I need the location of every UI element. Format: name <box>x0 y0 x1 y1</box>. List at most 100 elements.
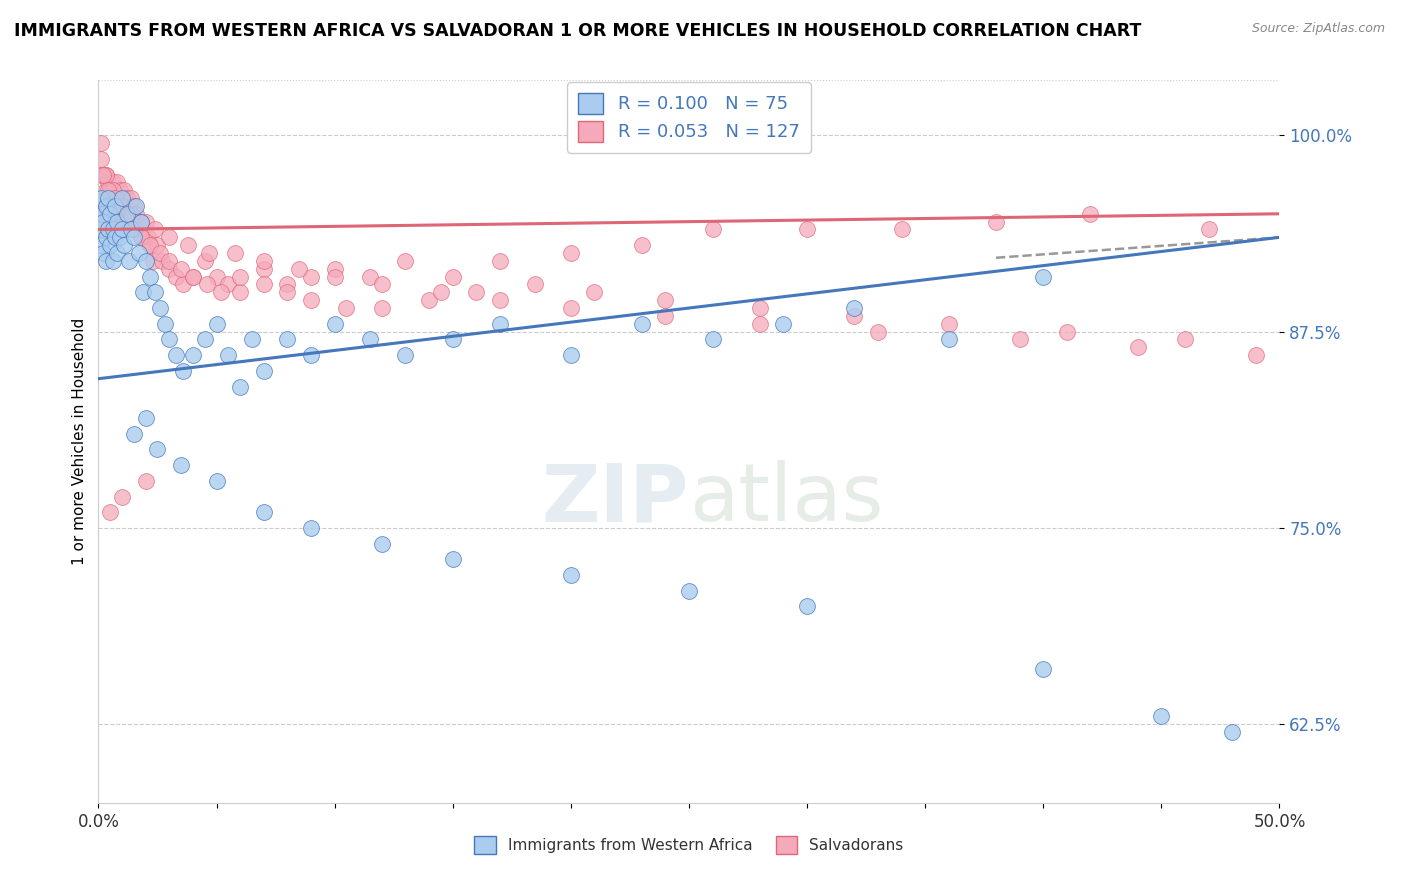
Point <box>441 269 464 284</box>
Point <box>111 207 134 221</box>
Point <box>205 474 228 488</box>
Point <box>105 246 128 260</box>
Point <box>112 199 135 213</box>
Point <box>90 222 112 236</box>
Point <box>121 222 143 236</box>
Point <box>371 301 394 315</box>
Point <box>112 238 135 252</box>
Point <box>938 317 960 331</box>
Point <box>288 261 311 276</box>
Point <box>149 246 172 260</box>
Point <box>323 261 346 276</box>
Point <box>1150 709 1173 723</box>
Point <box>94 183 117 197</box>
Point <box>224 246 246 260</box>
Point <box>98 214 121 228</box>
Point <box>135 411 157 425</box>
Point <box>115 214 138 228</box>
Point <box>118 214 141 228</box>
Point <box>253 364 276 378</box>
Point <box>94 199 117 213</box>
Point <box>139 238 162 252</box>
Point <box>90 238 112 252</box>
Point <box>229 285 252 300</box>
Point <box>748 317 770 331</box>
Point <box>229 269 252 284</box>
Point <box>299 348 322 362</box>
Point <box>276 277 298 292</box>
Point <box>177 238 200 252</box>
Point <box>1008 333 1031 347</box>
Point <box>181 269 204 284</box>
Point <box>630 238 652 252</box>
Text: atlas: atlas <box>689 460 883 539</box>
Point <box>108 230 131 244</box>
Point <box>165 348 187 362</box>
Point <box>157 253 180 268</box>
Point <box>90 191 112 205</box>
Point <box>276 285 298 300</box>
Point <box>118 199 141 213</box>
Point <box>97 222 120 236</box>
Point <box>630 317 652 331</box>
Point <box>678 583 700 598</box>
Point <box>323 317 346 331</box>
Point <box>129 214 152 228</box>
Point <box>135 214 157 228</box>
Point <box>583 285 606 300</box>
Point <box>170 261 193 276</box>
Point <box>101 175 124 189</box>
Point <box>122 230 145 244</box>
Point <box>101 222 124 236</box>
Point <box>560 301 582 315</box>
Point <box>253 261 276 276</box>
Point <box>111 490 134 504</box>
Point <box>149 301 172 315</box>
Point <box>217 277 239 292</box>
Point <box>194 333 217 347</box>
Point <box>129 230 152 244</box>
Point <box>91 191 114 205</box>
Point <box>122 214 145 228</box>
Point <box>240 333 263 347</box>
Text: ZIP: ZIP <box>541 460 689 539</box>
Point <box>94 168 117 182</box>
Point <box>112 183 135 197</box>
Point <box>97 222 120 236</box>
Point <box>253 277 276 292</box>
Point <box>748 301 770 315</box>
Point <box>101 183 124 197</box>
Point <box>111 199 134 213</box>
Point <box>441 552 464 566</box>
Point <box>394 253 416 268</box>
Point <box>217 348 239 362</box>
Point <box>143 285 166 300</box>
Point <box>489 317 512 331</box>
Point <box>984 214 1007 228</box>
Point <box>97 207 120 221</box>
Point <box>97 183 120 197</box>
Point <box>170 458 193 472</box>
Point <box>146 238 169 252</box>
Point <box>115 207 138 221</box>
Point <box>91 168 114 182</box>
Point <box>702 222 724 236</box>
Point <box>181 348 204 362</box>
Point <box>135 253 157 268</box>
Point <box>335 301 357 315</box>
Point <box>524 277 547 292</box>
Point <box>1220 725 1243 739</box>
Point <box>198 246 221 260</box>
Point <box>97 191 120 205</box>
Point <box>128 246 150 260</box>
Text: IMMIGRANTS FROM WESTERN AFRICA VS SALVADORAN 1 OR MORE VEHICLES IN HOUSEHOLD COR: IMMIGRANTS FROM WESTERN AFRICA VS SALVAD… <box>14 22 1142 40</box>
Point <box>844 301 866 315</box>
Point <box>253 505 276 519</box>
Point <box>122 222 145 236</box>
Point <box>1126 340 1149 354</box>
Point <box>139 269 162 284</box>
Point <box>1080 207 1102 221</box>
Point <box>104 199 127 213</box>
Point <box>299 269 322 284</box>
Point <box>118 253 141 268</box>
